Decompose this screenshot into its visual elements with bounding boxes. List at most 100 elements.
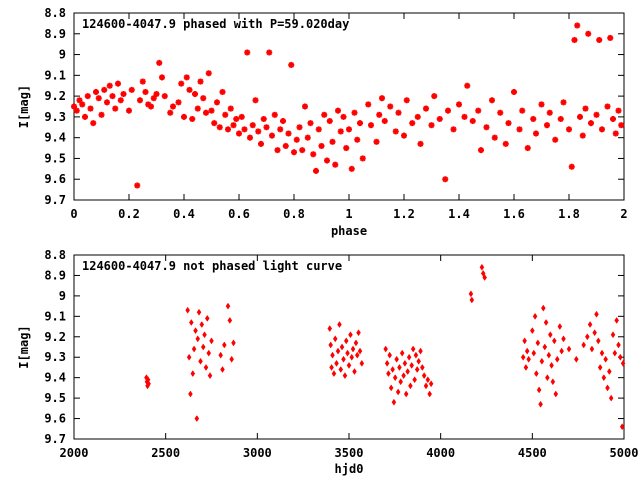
- data-point: [566, 126, 572, 133]
- data-point: [418, 347, 423, 355]
- data-point: [561, 335, 566, 343]
- data-point: [530, 327, 535, 335]
- y-tick-label: 9.1: [44, 68, 66, 82]
- x-tick-label: 0.6: [228, 207, 250, 221]
- data-point: [607, 34, 614, 41]
- data-point: [403, 97, 410, 104]
- data-point: [395, 388, 401, 396]
- data-point: [199, 321, 205, 328]
- data-point: [338, 366, 344, 373]
- data-point: [260, 115, 267, 122]
- data-point: [577, 113, 583, 120]
- data-point: [216, 124, 223, 131]
- data-point: [539, 357, 545, 365]
- data-point: [585, 30, 592, 37]
- data-point: [330, 351, 335, 359]
- data-point: [198, 357, 203, 365]
- data-point: [568, 163, 575, 170]
- data-point: [258, 140, 264, 147]
- data-point: [222, 341, 227, 349]
- data-point: [206, 349, 212, 357]
- data-point: [579, 132, 586, 139]
- y-axis-label: I[mag]: [17, 85, 31, 128]
- data-point: [120, 91, 127, 98]
- data-point: [178, 80, 185, 87]
- data-point: [200, 95, 207, 102]
- data-point: [346, 126, 352, 133]
- data-point: [79, 101, 86, 108]
- data-point: [612, 130, 619, 137]
- data-point: [241, 126, 248, 133]
- data-point: [414, 113, 421, 120]
- data-point: [170, 103, 176, 110]
- y-tick-label: 9.7: [44, 432, 66, 446]
- data-point: [618, 353, 623, 361]
- data-point: [387, 351, 393, 359]
- data-point: [502, 140, 509, 147]
- data-point: [387, 103, 394, 110]
- data-point: [368, 122, 374, 129]
- data-point: [391, 398, 397, 406]
- data-point: [352, 368, 357, 375]
- data-point: [392, 128, 399, 135]
- data-point: [532, 312, 538, 320]
- data-point: [596, 337, 601, 345]
- data-point: [394, 355, 399, 363]
- data-point: [588, 120, 594, 127]
- data-point: [596, 37, 603, 44]
- data-point: [296, 124, 303, 131]
- data-point: [137, 97, 143, 104]
- data-point: [353, 339, 359, 347]
- data-point: [348, 165, 355, 172]
- data-point: [191, 345, 197, 353]
- data-point: [554, 355, 560, 363]
- data-point: [293, 136, 300, 143]
- data-point: [244, 49, 251, 56]
- unphased-light-curve-panel: 2000 2500 3000 3500 4000 4500 5000 8.8 8.9 9 9.1 9.…: [17, 248, 638, 476]
- data-point: [524, 347, 530, 355]
- data-point: [403, 390, 409, 398]
- data-point: [101, 86, 108, 93]
- data-point: [87, 105, 94, 112]
- data-point: [414, 366, 420, 373]
- data-point: [359, 359, 365, 367]
- x-tick-label: 4500: [518, 446, 547, 460]
- data-point: [349, 353, 355, 361]
- x-tick-label: 3000: [243, 446, 272, 460]
- data-point: [545, 374, 550, 382]
- data-point: [335, 107, 341, 114]
- y-tick-label: 9: [59, 289, 66, 303]
- data-point: [146, 380, 151, 388]
- data-point: [395, 109, 402, 116]
- data-point: [214, 99, 220, 106]
- data-point: [511, 88, 517, 95]
- y-tick-label: 9.3: [44, 350, 66, 364]
- data-point: [71, 103, 77, 110]
- data-point: [413, 351, 419, 359]
- data-point: [357, 347, 363, 355]
- y-tick-label: 8.8: [44, 6, 66, 20]
- data-point: [541, 304, 546, 312]
- data-point: [538, 101, 545, 108]
- data-point: [409, 120, 416, 127]
- data-point: [412, 376, 417, 384]
- data-point: [574, 22, 581, 29]
- data-point: [550, 378, 556, 386]
- data-point: [610, 331, 616, 339]
- data-point: [230, 122, 237, 129]
- y-tick-label: 9.6: [44, 412, 66, 426]
- data-point: [195, 335, 201, 343]
- data-point: [379, 95, 385, 102]
- data-point: [161, 93, 168, 100]
- x-tick-label: 1.6: [503, 207, 525, 221]
- data-point: [357, 120, 363, 127]
- data-point: [112, 105, 119, 112]
- data-point: [587, 321, 593, 328]
- data-point: [546, 109, 553, 116]
- data-point: [225, 126, 231, 133]
- data-point: [520, 353, 526, 361]
- data-point: [109, 93, 116, 100]
- data-point: [456, 101, 462, 108]
- data-point: [84, 93, 91, 100]
